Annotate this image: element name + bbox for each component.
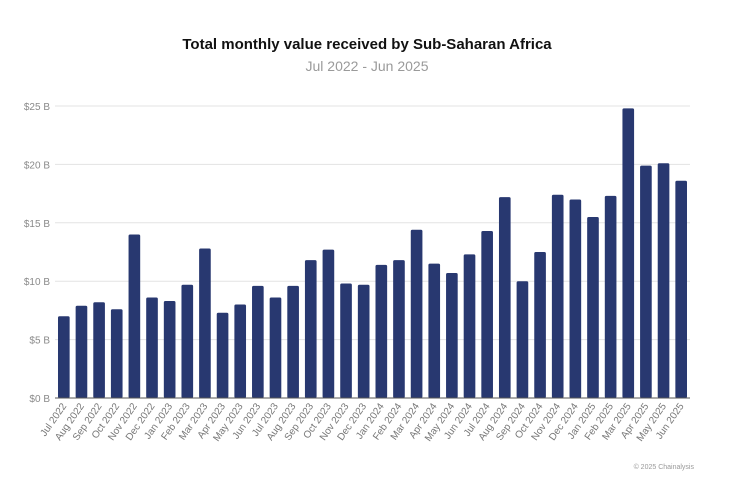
bar [93,302,105,398]
bar [287,285,299,398]
bar [163,301,176,398]
y-tick-label: $5 B [29,336,50,347]
bar [252,285,264,398]
bar [269,297,282,398]
bar [498,197,511,398]
y-tick-label: $0 B [29,394,50,405]
bar [322,249,335,398]
y-tick-label: $10 B [24,277,50,288]
bar [446,273,458,398]
bar [304,260,317,398]
y-tick-label: $25 B [24,102,50,113]
bar [622,108,635,398]
y-tick-label: $15 B [24,219,50,230]
bar [640,165,652,398]
bar [481,230,493,398]
bar [587,216,599,398]
bar [551,194,564,398]
bar [199,248,211,398]
bar [216,312,229,398]
bar [410,229,423,398]
bar [110,309,123,398]
chart-title: Total monthly value received by Sub-Saha… [182,36,552,53]
chart-subtitle: Jul 2022 - Jun 2025 [305,58,429,74]
bar [128,234,141,398]
y-tick-label: $20 B [24,160,50,171]
bar [75,305,88,398]
bar [357,284,370,398]
bar [234,304,247,398]
bar [569,199,582,398]
copyright-credit: © 2025 Chainalysis [633,464,694,471]
bar [57,316,70,398]
bar [675,180,688,398]
bar [393,260,405,398]
bar [463,254,476,398]
bar [181,284,194,398]
bar [375,264,388,398]
bar [340,283,352,398]
bar [604,195,617,398]
bar [146,297,158,398]
bar [428,263,441,398]
bar [516,281,529,398]
bar [657,163,670,398]
bar [534,252,546,398]
